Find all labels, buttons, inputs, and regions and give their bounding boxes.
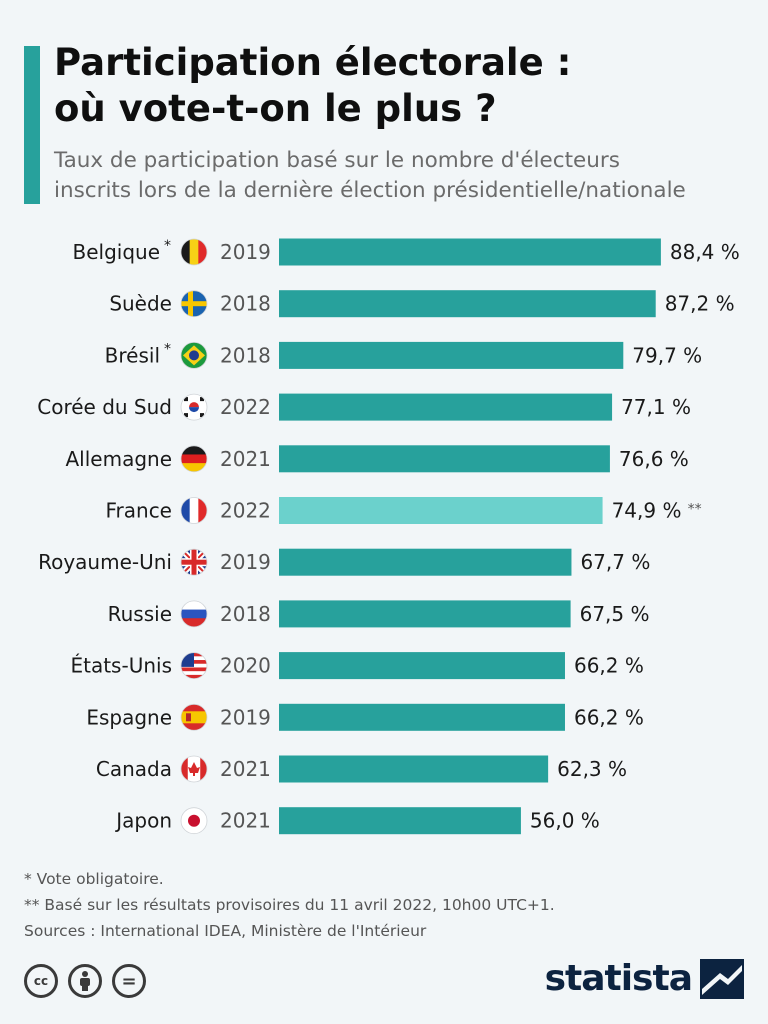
chart-subtitle: Taux de participation basé sur le nombre… [54, 146, 754, 206]
footnote-compulsory: * Vote obligatoire. [24, 870, 164, 888]
flag-france-icon [180, 497, 208, 524]
year-label: 2019 [220, 240, 271, 264]
flag-sweden-icon [180, 290, 208, 318]
value-label: 66,2 % [574, 654, 644, 678]
chart-title: Participation électorale : où vote-t-on … [54, 40, 744, 132]
value-label: 74,9 % [612, 499, 682, 523]
flag-uk-icon [180, 548, 208, 576]
flag-usa-icon [180, 652, 208, 680]
value-label: 76,6 % [619, 447, 689, 471]
bar-row: États-Unis 2020 66,2 % [70, 652, 644, 680]
value-label: 62,3 % [557, 757, 627, 781]
bar-row: Corée du Sud 2022 77,1 % [37, 393, 691, 421]
bar-row: Allemagne 2021 76,6 % [65, 445, 689, 473]
year-label: 2019 [220, 550, 271, 574]
no-derivatives-icon[interactable]: = [112, 964, 146, 998]
brand: statista [545, 958, 744, 999]
footnote-provisional: ** Basé sur les résultats provisoires du… [24, 896, 555, 914]
bar-row: Royaume-Uni 2019 67,7 % [38, 548, 650, 576]
country-label: Russie [108, 602, 172, 626]
bar [279, 703, 565, 731]
bar [279, 755, 549, 783]
value-label: 66,2 % [574, 705, 644, 729]
nd-icon-label: = [121, 970, 137, 992]
year-label: 2018 [220, 602, 271, 626]
year-label: 2021 [220, 809, 271, 833]
year-label: 2022 [220, 395, 271, 419]
flag-brazil-icon [180, 341, 208, 369]
provisional-marker: ** [688, 502, 702, 518]
bar-row: Japon 2021 56,0 % [114, 807, 600, 835]
flag-germany-icon [180, 445, 208, 473]
year-label: 2021 [220, 447, 271, 471]
year-label: 2021 [220, 757, 271, 781]
statista-logo-icon [700, 958, 744, 999]
bar [279, 445, 610, 473]
value-label: 56,0 % [530, 809, 600, 833]
title-accent-bar [24, 46, 40, 204]
bar [279, 393, 613, 421]
flag-canada-icon [180, 755, 208, 783]
attribution-icon[interactable] [68, 964, 102, 998]
value-label: 79,7 % [632, 343, 702, 367]
compulsory-marker: * [164, 238, 171, 254]
country-label: France [105, 499, 172, 523]
bar-row: Brésil * 2018 79,7 % [105, 341, 702, 369]
bar-row: Canada 2021 62,3 % [96, 755, 627, 783]
country-label: Canada [96, 757, 172, 781]
bar-row: Belgique * 2019 88,4 % [72, 238, 740, 266]
flag-spain-icon [180, 703, 208, 731]
flag-japan-icon [180, 807, 208, 835]
year-label: 2022 [220, 499, 271, 523]
country-label: Suède [109, 292, 172, 316]
bar [279, 807, 521, 835]
bar-chart: Belgique * 2019 88,4 %Suède 2018 87,2 %Brésil… [37, 238, 740, 835]
bar-row: Russie 2018 67,5 % [108, 600, 650, 628]
value-label: 67,7 % [580, 550, 650, 574]
cc-icon-label: cc [33, 974, 49, 988]
country-label: Brésil [105, 343, 160, 367]
bar [279, 497, 603, 524]
value-label: 67,5 % [580, 602, 650, 626]
flag-south-korea-icon [180, 393, 208, 421]
value-label: 77,1 % [621, 395, 691, 419]
year-label: 2019 [220, 705, 271, 729]
footnotes: * Vote obligatoire. ** Basé sur les résu… [24, 866, 744, 944]
sources: Sources : International IDEA, Ministère … [24, 922, 427, 940]
bar [279, 652, 565, 680]
country-label: Allemagne [65, 447, 172, 471]
cc-icon[interactable]: cc [24, 964, 58, 998]
country-label: Corée du Sud [37, 395, 172, 419]
bar [279, 548, 572, 576]
country-label: Japon [114, 809, 172, 833]
bar-row: France 2022 74,9 % ** [105, 497, 702, 524]
subtitle-line-1: Taux de participation basé sur le nombre… [54, 148, 620, 173]
country-label: Royaume-Uni [38, 550, 172, 574]
value-label: 88,4 % [670, 240, 740, 264]
person-icon [80, 971, 90, 991]
country-label: Belgique [72, 240, 160, 264]
brand-name: statista [544, 958, 693, 999]
subtitle-line-2: inscrits lors de la dernière élection pr… [54, 178, 686, 203]
compulsory-marker: * [164, 341, 171, 357]
bar-row: Suède 2018 87,2 % [109, 290, 735, 318]
title-line-2: où vote-t-on le plus ? [54, 87, 497, 130]
year-label: 2018 [220, 292, 271, 316]
license-icons: cc = [24, 964, 146, 998]
country-label: États-Unis [70, 654, 172, 678]
bar [279, 600, 571, 628]
bar [279, 238, 661, 266]
bar [279, 341, 624, 369]
flag-russia-icon [180, 600, 208, 628]
bar [279, 290, 656, 318]
bar-row: Espagne 2019 66,2 % [86, 703, 644, 731]
value-label: 87,2 % [665, 292, 735, 316]
year-label: 2020 [220, 654, 271, 678]
year-label: 2018 [220, 343, 271, 367]
flag-belgium-icon [180, 238, 208, 266]
title-line-1: Participation électorale : [54, 41, 572, 84]
country-label: Espagne [86, 705, 172, 729]
